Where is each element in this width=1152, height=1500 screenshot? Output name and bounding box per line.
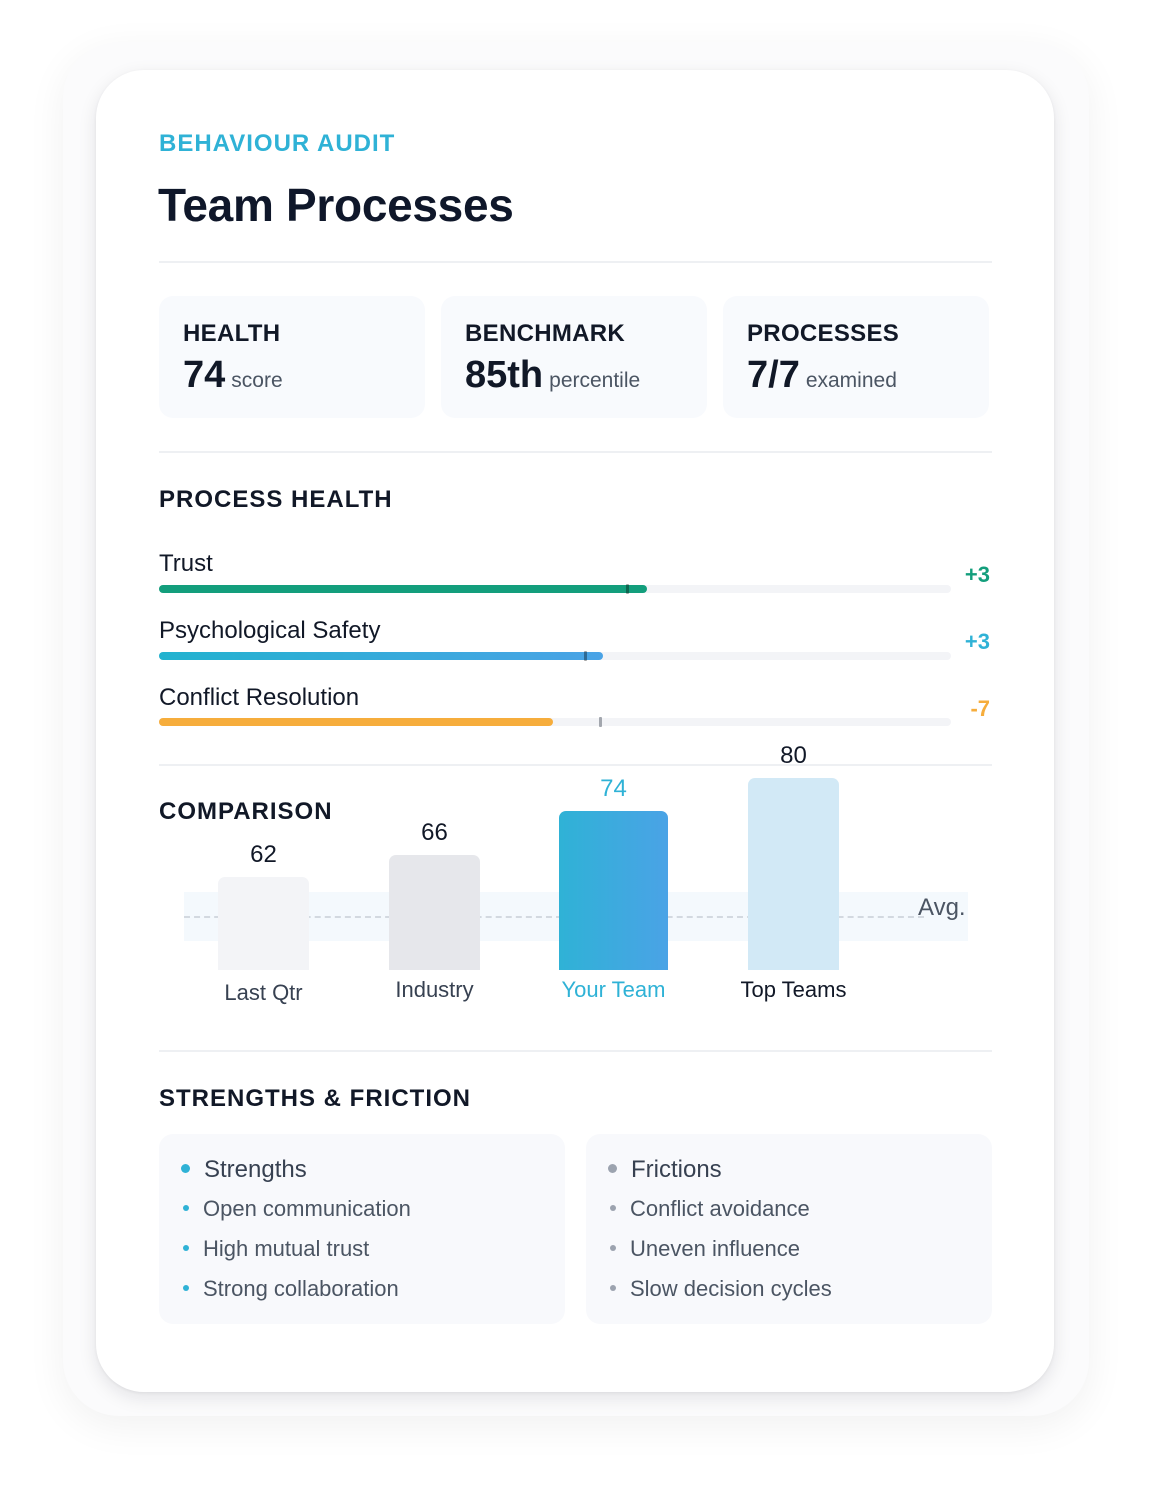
bar-label-trust: Trust bbox=[159, 550, 213, 577]
comparison-category: Top Teams bbox=[740, 977, 847, 1002]
bar-track-conflict-resolution bbox=[159, 717, 951, 727]
delta-psychological-safety: +3 bbox=[964, 629, 990, 654]
bar-fill bbox=[159, 718, 553, 726]
comparison-bar-last-qtr bbox=[218, 876, 309, 970]
stat-card-benchmark: BENCHMARK 85th percentile bbox=[441, 296, 707, 418]
strengths-dot-icon bbox=[181, 1164, 190, 1174]
bullet-icon bbox=[183, 1245, 189, 1252]
comparison-title: COMPARISON bbox=[159, 798, 333, 825]
stat-label: HEALTH bbox=[183, 320, 281, 347]
list-item: Conflict avoidance bbox=[630, 1196, 810, 1221]
comparison-category: Last Qtr bbox=[224, 980, 303, 1005]
bar-fill bbox=[159, 585, 647, 593]
benchmark-marker bbox=[584, 651, 588, 661]
stat-value: 74 bbox=[183, 354, 226, 396]
benchmark-marker bbox=[626, 584, 630, 594]
comparison-value: 62 bbox=[250, 840, 277, 868]
bar-label-conflict-resolution: Conflict Resolution bbox=[159, 684, 360, 711]
divider bbox=[159, 451, 992, 453]
bar-label-psychological-safety: Psychological Safety bbox=[159, 617, 381, 644]
comparison-category: Industry bbox=[395, 977, 474, 1002]
comparison-bar-industry bbox=[389, 854, 480, 970]
average-label: Avg. bbox=[918, 894, 966, 921]
stat-label: PROCESSES bbox=[747, 320, 900, 347]
stat-value: 85th bbox=[465, 354, 544, 396]
page-title: Team Processes bbox=[158, 179, 514, 231]
bullet-icon bbox=[610, 1285, 616, 1292]
benchmark-marker bbox=[598, 717, 602, 727]
bullet-icon bbox=[610, 1205, 616, 1212]
stat-unit: score bbox=[231, 369, 283, 392]
divider bbox=[159, 1050, 992, 1052]
bullet-icon bbox=[610, 1245, 616, 1252]
list-item: Strong collaboration bbox=[203, 1276, 399, 1301]
divider bbox=[159, 261, 992, 263]
divider bbox=[159, 764, 992, 766]
frictions-dot-icon bbox=[608, 1164, 617, 1174]
bar-fill bbox=[159, 652, 604, 660]
comparison-value: 80 bbox=[780, 741, 807, 769]
bar-track-trust bbox=[159, 584, 951, 594]
frictions-heading: Frictions bbox=[631, 1156, 722, 1183]
bullet-icon bbox=[183, 1205, 189, 1212]
stat-card-health: HEALTH 74 score bbox=[159, 296, 425, 418]
delta-trust: +3 bbox=[964, 562, 990, 587]
process-health-title: PROCESS HEALTH bbox=[159, 486, 393, 513]
strengths-heading: Strengths bbox=[204, 1156, 307, 1183]
average-line bbox=[184, 916, 924, 918]
list-item: High mutual trust bbox=[203, 1236, 370, 1261]
list-item: Uneven influence bbox=[630, 1236, 801, 1261]
bullet-icon bbox=[183, 1285, 189, 1292]
strengths-friction-title: STRENGTHS & FRICTION bbox=[159, 1085, 471, 1112]
stat-value: 7/7 bbox=[747, 354, 800, 396]
eyebrow-label: BEHAVIOUR AUDIT bbox=[159, 130, 396, 157]
delta-conflict-resolution: -7 bbox=[970, 696, 990, 721]
bar-track-psychological-safety bbox=[159, 651, 951, 661]
list-item: Open communication bbox=[203, 1196, 411, 1221]
comparison-value: 66 bbox=[421, 818, 448, 846]
stat-card-processes: PROCESSES 7/7 examined bbox=[723, 296, 989, 418]
stat-unit: percentile bbox=[549, 369, 641, 392]
comparison-bar-top-teams bbox=[748, 777, 839, 970]
stat-label: BENCHMARK bbox=[465, 320, 626, 347]
list-item: Slow decision cycles bbox=[630, 1276, 832, 1301]
comparison-value: 74 bbox=[600, 774, 627, 802]
comparison-bar-your-team bbox=[559, 810, 668, 970]
stat-unit: examined bbox=[805, 369, 897, 392]
strengths-panel: Strengths Open communication High mutual… bbox=[159, 1134, 565, 1324]
comparison-category: Your Team bbox=[561, 977, 666, 1002]
frictions-panel: Frictions Conflict avoidance Uneven infl… bbox=[586, 1134, 992, 1324]
